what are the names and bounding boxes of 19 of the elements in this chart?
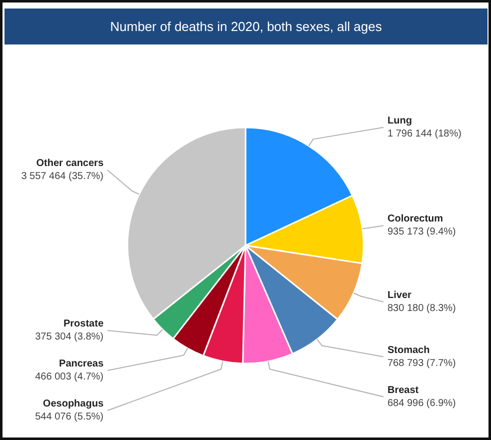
data-label: 1 796 144 (18%) — [388, 128, 462, 140]
slice-label: Stomach — [388, 344, 430, 356]
slice-label: Colorectum — [388, 214, 444, 225]
slice-label: Other cancers — [36, 158, 104, 170]
data-label: 375 304 (3.8%) — [35, 332, 104, 342]
slice-label: Oesophagus — [42, 398, 104, 410]
data-label: 768 793 (7.7%) — [388, 358, 456, 369]
slice-label: Breast — [388, 384, 420, 396]
data-label: 830 180 (8.3%) — [388, 302, 456, 314]
data-label: 684 996 (6.9%) — [388, 398, 456, 409]
slice-label: Liver — [388, 290, 412, 301]
slice-label: Lung — [388, 115, 412, 126]
slice-label: Prostate — [63, 318, 104, 330]
data-label: 935 173 (9.4%) — [388, 226, 456, 238]
data-label: 544 076 (5.5%) — [35, 412, 104, 422]
chart-title: Number of deaths in 2020, both sexes, all ages — [110, 19, 382, 34]
data-label: 466 003 (4.7%) — [35, 372, 104, 382]
data-label: 3 557 464 (35.7%) — [21, 171, 104, 182]
slice-label: Pancreas — [59, 358, 104, 370]
